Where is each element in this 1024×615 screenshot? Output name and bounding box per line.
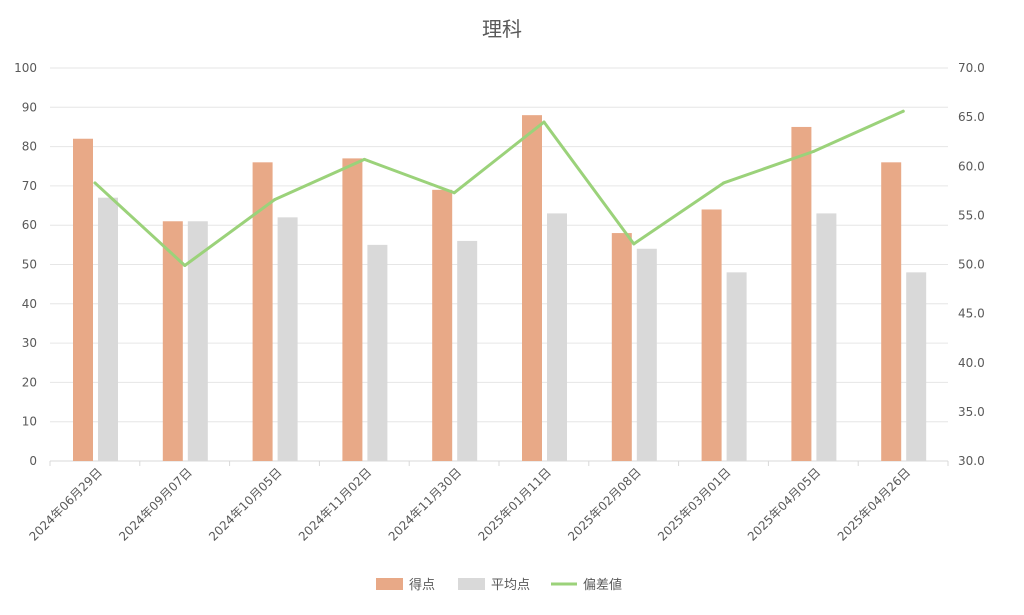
deviation-point — [632, 242, 636, 246]
deviation-line — [93, 109, 905, 267]
score-bar — [791, 126, 812, 461]
right-y-axis: 30.0 35.0 40.0 45.0 50.0 55.0 60.0 65.0 70.0 — [958, 61, 985, 468]
x-tick-label: 2025年03月01日 — [655, 465, 734, 544]
x-tick-label: 2024年11月30日 — [386, 465, 465, 544]
legend-label: 得点 — [409, 577, 435, 593]
chart-title: 理科 — [482, 17, 522, 41]
left-y-axis: 0 10 20 30 40 50 60 70 80 90 100 — [14, 61, 37, 468]
left-tick-label: 30 — [22, 336, 37, 350]
deviation-point — [901, 109, 905, 113]
score-bar — [611, 233, 632, 461]
score-bar — [432, 189, 453, 461]
right-tick-label: 55.0 — [958, 208, 985, 222]
deviation-point — [183, 263, 187, 267]
line-series — [93, 109, 905, 267]
left-tick-label: 90 — [22, 100, 37, 114]
score-bar — [73, 138, 93, 462]
left-tick-label: 80 — [22, 140, 37, 154]
x-tick-label: 2024年11月02日 — [296, 465, 375, 544]
left-tick-label: 10 — [22, 415, 37, 429]
deviation-point — [362, 157, 366, 161]
deviation-point — [811, 150, 815, 154]
average-bar — [816, 213, 837, 461]
left-tick-label: 50 — [22, 258, 37, 272]
legend-bar-swatch — [376, 578, 403, 590]
right-tick-label: 45.0 — [958, 307, 985, 321]
average-bar — [367, 244, 388, 461]
x-tick-label: 2025年01月11日 — [475, 465, 554, 544]
left-tick-label: 60 — [22, 218, 37, 232]
score-bar — [252, 162, 273, 461]
legend-bar-swatch — [458, 578, 485, 590]
x-tick-label: 2025年04月26日 — [835, 465, 914, 544]
deviation-point — [93, 181, 97, 185]
left-tick-label: 40 — [22, 297, 37, 311]
left-tick-label: 20 — [22, 375, 37, 389]
right-tick-label: 40.0 — [958, 356, 985, 370]
x-tick-label: 2024年10月05日 — [206, 465, 285, 544]
right-tick-label: 30.0 — [958, 454, 985, 468]
deviation-point — [722, 181, 726, 185]
average-bar — [457, 240, 478, 461]
left-tick-label: 100 — [14, 61, 37, 75]
right-tick-label: 35.0 — [958, 405, 985, 419]
right-tick-label: 70.0 — [958, 61, 985, 75]
left-tick-label: 70 — [22, 179, 37, 193]
average-bar — [906, 272, 927, 461]
right-tick-label: 50.0 — [958, 258, 985, 272]
deviation-point — [452, 191, 456, 195]
left-tick-label: 0 — [29, 454, 37, 468]
score-bar — [522, 115, 542, 461]
score-bar — [881, 162, 902, 461]
score-bar — [162, 221, 183, 461]
bar-series — [73, 115, 927, 462]
x-axis: 2024年06月29日 2024年09月07日 2024年10月05日 2024年11… — [26, 461, 949, 544]
deviation-point — [542, 120, 546, 124]
deviation-point — [273, 198, 277, 202]
x-tick-label: 2024年09月07日 — [116, 465, 195, 544]
average-bar — [726, 272, 747, 461]
average-bar — [547, 213, 567, 461]
score-bar — [701, 209, 722, 461]
x-tick-label: 2025年02月08日 — [565, 465, 644, 544]
x-tick-label: 2025年04月05日 — [745, 465, 824, 544]
right-tick-label: 65.0 — [958, 110, 985, 124]
right-tick-label: 60.0 — [958, 159, 985, 173]
average-bar — [277, 217, 298, 461]
legend-label: 偏差値 — [583, 577, 622, 593]
average-bar — [187, 221, 208, 461]
legend: 得点 平均点 偏差値 — [376, 577, 622, 593]
average-bar — [636, 248, 657, 461]
average-bar — [98, 197, 118, 461]
legend-label: 平均点 — [491, 578, 530, 593]
score-bar — [342, 158, 363, 461]
x-tick-label: 2024年06月29日 — [26, 465, 105, 544]
